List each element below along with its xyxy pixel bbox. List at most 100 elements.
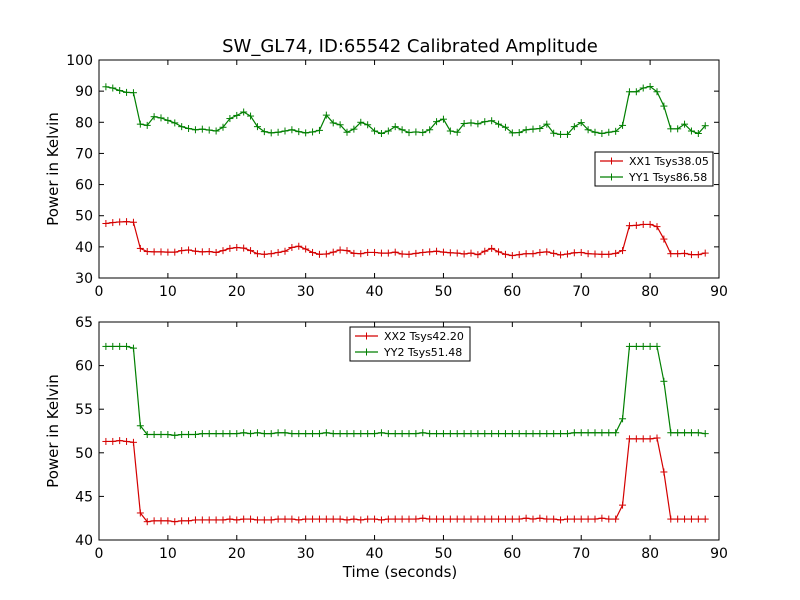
data-point-marker (391, 123, 399, 131)
data-point-marker (185, 125, 193, 133)
legend-box (594, 151, 714, 187)
data-point-marker (391, 515, 399, 523)
data-point-marker (322, 111, 330, 119)
data-point-marker (116, 218, 124, 226)
data-point-marker (653, 223, 661, 231)
data-point-marker (226, 115, 234, 123)
data-point-marker (433, 118, 441, 126)
data-point-marker (508, 252, 516, 260)
data-point-marker (433, 430, 441, 438)
data-point-marker (109, 342, 117, 350)
data-point-marker (198, 430, 206, 438)
x-tick-label: 70 (572, 284, 590, 300)
data-point-marker (426, 430, 434, 438)
data-point-marker (191, 247, 199, 255)
data-point-marker (343, 430, 351, 438)
data-point-marker (536, 125, 544, 133)
data-point-marker (501, 250, 509, 258)
data-point-marker (508, 129, 516, 137)
y-tick-label: 45 (75, 489, 93, 505)
data-point-marker (570, 515, 578, 523)
series-yy (102, 82, 709, 138)
data-point-marker (116, 87, 124, 95)
data-point-marker (329, 248, 337, 256)
data-point-marker (253, 429, 261, 437)
data-point-marker (660, 468, 668, 476)
data-point-marker (687, 515, 695, 523)
data-point-marker (495, 430, 503, 438)
data-point-marker (405, 250, 413, 258)
data-point-marker (543, 248, 551, 256)
data-point-marker (405, 430, 413, 438)
data-point-marker (536, 430, 544, 438)
data-point-marker (605, 128, 613, 136)
data-point-marker (336, 430, 344, 438)
data-point-marker (302, 245, 310, 253)
data-point-marker (171, 119, 179, 127)
data-point-marker (185, 246, 193, 254)
data-point-marker (357, 250, 365, 258)
data-point-marker (315, 430, 323, 438)
legend: XX1 Tsys38.05 YY1 Tsys86.58 (594, 151, 714, 187)
data-point-marker (653, 342, 661, 350)
data-point-marker (584, 429, 592, 437)
data-point-marker (501, 123, 509, 131)
data-point-marker (143, 430, 151, 438)
data-point-marker (171, 248, 179, 256)
data-point-marker (357, 430, 365, 438)
data-point-marker (660, 235, 668, 243)
x-tick-label: 40 (366, 546, 384, 562)
data-point-marker (164, 248, 172, 256)
data-point-marker (446, 127, 454, 135)
data-point-marker (674, 125, 682, 133)
data-point-marker (667, 125, 675, 133)
data-point-marker (253, 123, 261, 131)
data-point-marker (515, 251, 523, 259)
data-point-marker (384, 127, 392, 135)
data-point-marker (426, 248, 434, 256)
data-point-marker (129, 344, 137, 352)
data-point-marker (157, 248, 165, 256)
data-point-marker (419, 514, 427, 522)
data-point-marker (219, 123, 227, 131)
data-point-marker (619, 415, 627, 423)
data-point-marker (625, 342, 633, 350)
data-point-marker (191, 126, 199, 134)
series-xx (102, 218, 709, 260)
data-point-marker (198, 516, 206, 524)
data-point-marker (605, 515, 613, 523)
data-point-marker (481, 247, 489, 255)
data-point-marker (501, 515, 509, 523)
data-point-marker (212, 248, 220, 256)
data-point-marker (219, 247, 227, 255)
data-point-marker (288, 126, 296, 134)
data-point-marker (639, 84, 647, 92)
data-point-marker (102, 342, 110, 350)
data-point-marker (570, 123, 578, 131)
data-point-marker (632, 88, 640, 96)
data-point-marker (439, 430, 447, 438)
x-tick-label: 20 (228, 546, 246, 562)
data-point-marker (309, 248, 317, 256)
data-point-marker (515, 129, 523, 137)
x-tick-label: 80 (641, 284, 659, 300)
data-point-marker (522, 126, 530, 134)
data-point-marker (612, 429, 620, 437)
data-point-marker (612, 127, 620, 135)
data-point-marker (295, 516, 303, 524)
data-point-marker (508, 430, 516, 438)
x-tick-label: 20 (228, 284, 246, 300)
data-point-marker (495, 248, 503, 256)
data-point-marker (619, 121, 627, 129)
data-point-marker (267, 129, 275, 137)
data-point-marker (357, 516, 365, 524)
data-point-marker (364, 121, 372, 129)
data-point-marker (419, 248, 427, 256)
data-point-marker (446, 249, 454, 257)
x-tick-label: 80 (641, 546, 659, 562)
data-point-marker (591, 250, 599, 258)
data-point-marker (646, 82, 654, 90)
data-point-marker (446, 515, 454, 523)
data-point-marker (288, 430, 296, 438)
